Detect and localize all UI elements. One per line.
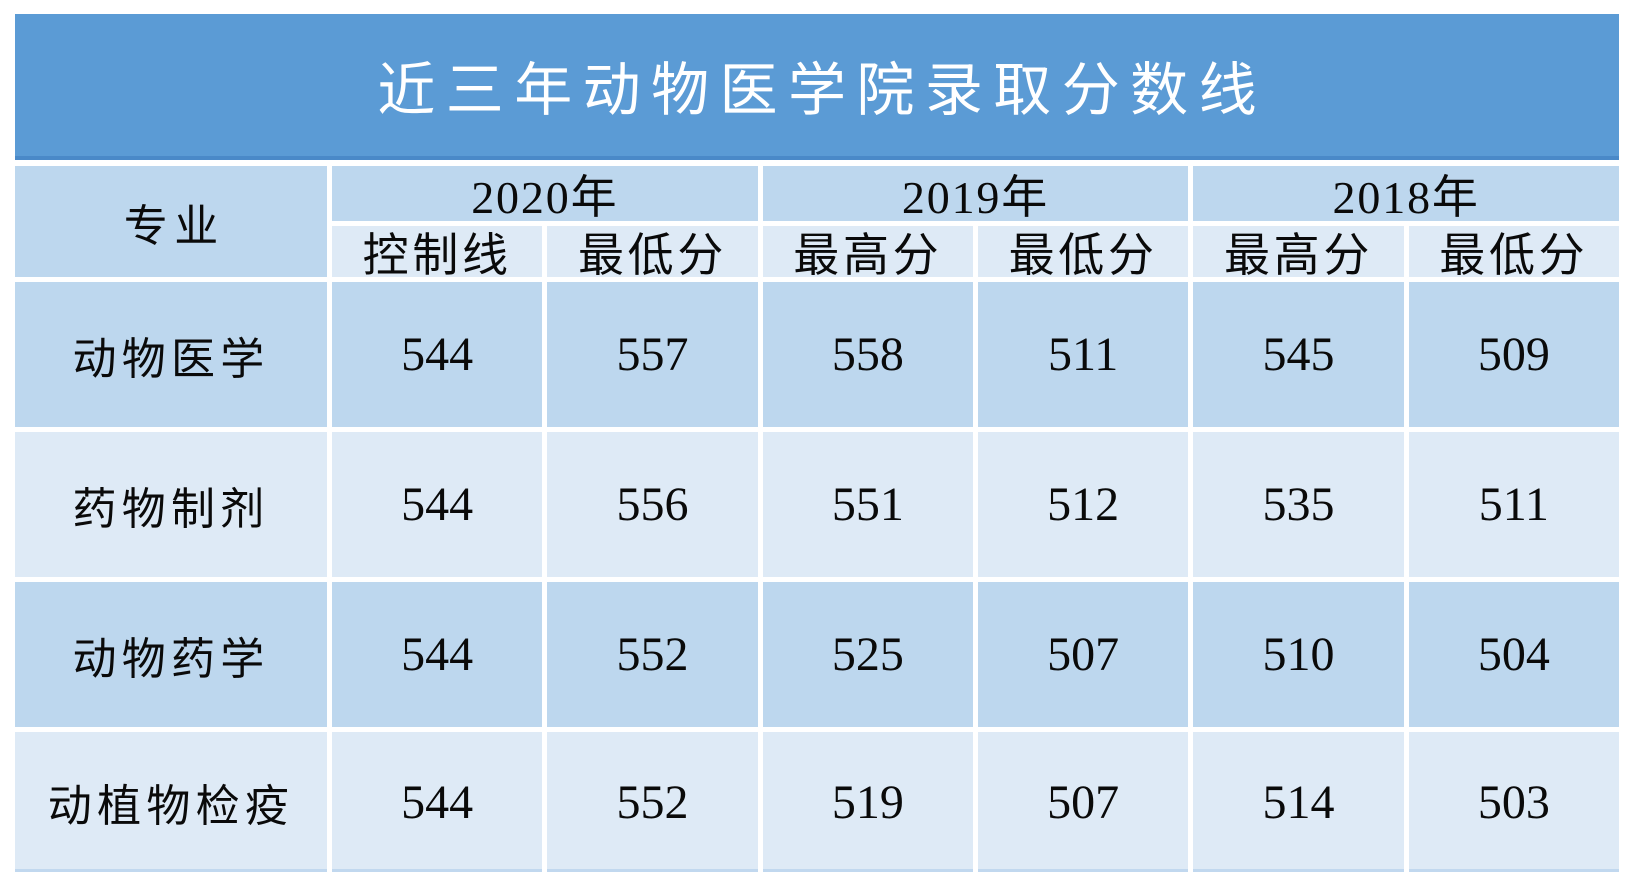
score-cell: 511 bbox=[977, 282, 1189, 427]
score-cell: 544 bbox=[332, 282, 543, 427]
year-header-2018: 2018年 bbox=[1193, 166, 1619, 221]
score-cell: 544 bbox=[332, 582, 543, 727]
score-cell: 558 bbox=[762, 282, 973, 427]
score-cell: 503 bbox=[1408, 732, 1619, 872]
score-cell: 535 bbox=[1193, 432, 1404, 577]
sub-header-2020-min-score: 最低分 bbox=[547, 226, 758, 277]
score-cell: 557 bbox=[547, 282, 758, 427]
major-cell: 动植物检疫 bbox=[15, 732, 327, 872]
sub-header-2019-min-score: 最低分 bbox=[977, 226, 1189, 277]
score-cell: 556 bbox=[547, 432, 758, 577]
score-cell: 510 bbox=[1193, 582, 1404, 727]
year-header-2020: 2020年 bbox=[332, 166, 758, 221]
score-cell: 544 bbox=[332, 432, 543, 577]
score-cell: 551 bbox=[762, 432, 973, 577]
score-cell: 504 bbox=[1408, 582, 1619, 727]
score-cell: 511 bbox=[1408, 432, 1619, 577]
score-cell: 507 bbox=[977, 732, 1189, 872]
table-title: 近三年动物医学院录取分数线 bbox=[15, 14, 1619, 160]
score-cell: 545 bbox=[1193, 282, 1404, 427]
sub-header-2019-max-score: 最高分 bbox=[762, 226, 973, 277]
year-header-2019: 2019年 bbox=[762, 166, 1189, 221]
major-cell: 动物药学 bbox=[15, 582, 327, 727]
score-cell: 507 bbox=[977, 582, 1189, 727]
score-cell: 544 bbox=[332, 732, 543, 872]
score-cell: 552 bbox=[547, 582, 758, 727]
corner-header-major: 专业 bbox=[15, 166, 327, 277]
score-cell: 552 bbox=[547, 732, 758, 872]
sub-header-2020-control-line: 控制线 bbox=[332, 226, 543, 277]
score-cell: 509 bbox=[1408, 282, 1619, 427]
score-cell: 525 bbox=[762, 582, 973, 727]
score-cell: 512 bbox=[977, 432, 1189, 577]
major-cell: 药物制剂 bbox=[15, 432, 327, 577]
sub-header-2018-min-score: 最低分 bbox=[1408, 226, 1619, 277]
sub-header-2018-max-score: 最高分 bbox=[1193, 226, 1404, 277]
score-cell: 519 bbox=[762, 732, 973, 872]
score-cell: 514 bbox=[1193, 732, 1404, 872]
major-cell: 动物医学 bbox=[15, 282, 327, 427]
admission-scores-table: 专业 2020年 2019年 2018年 控制线 最低分 最高分 最低分 最高分… bbox=[15, 166, 1619, 872]
